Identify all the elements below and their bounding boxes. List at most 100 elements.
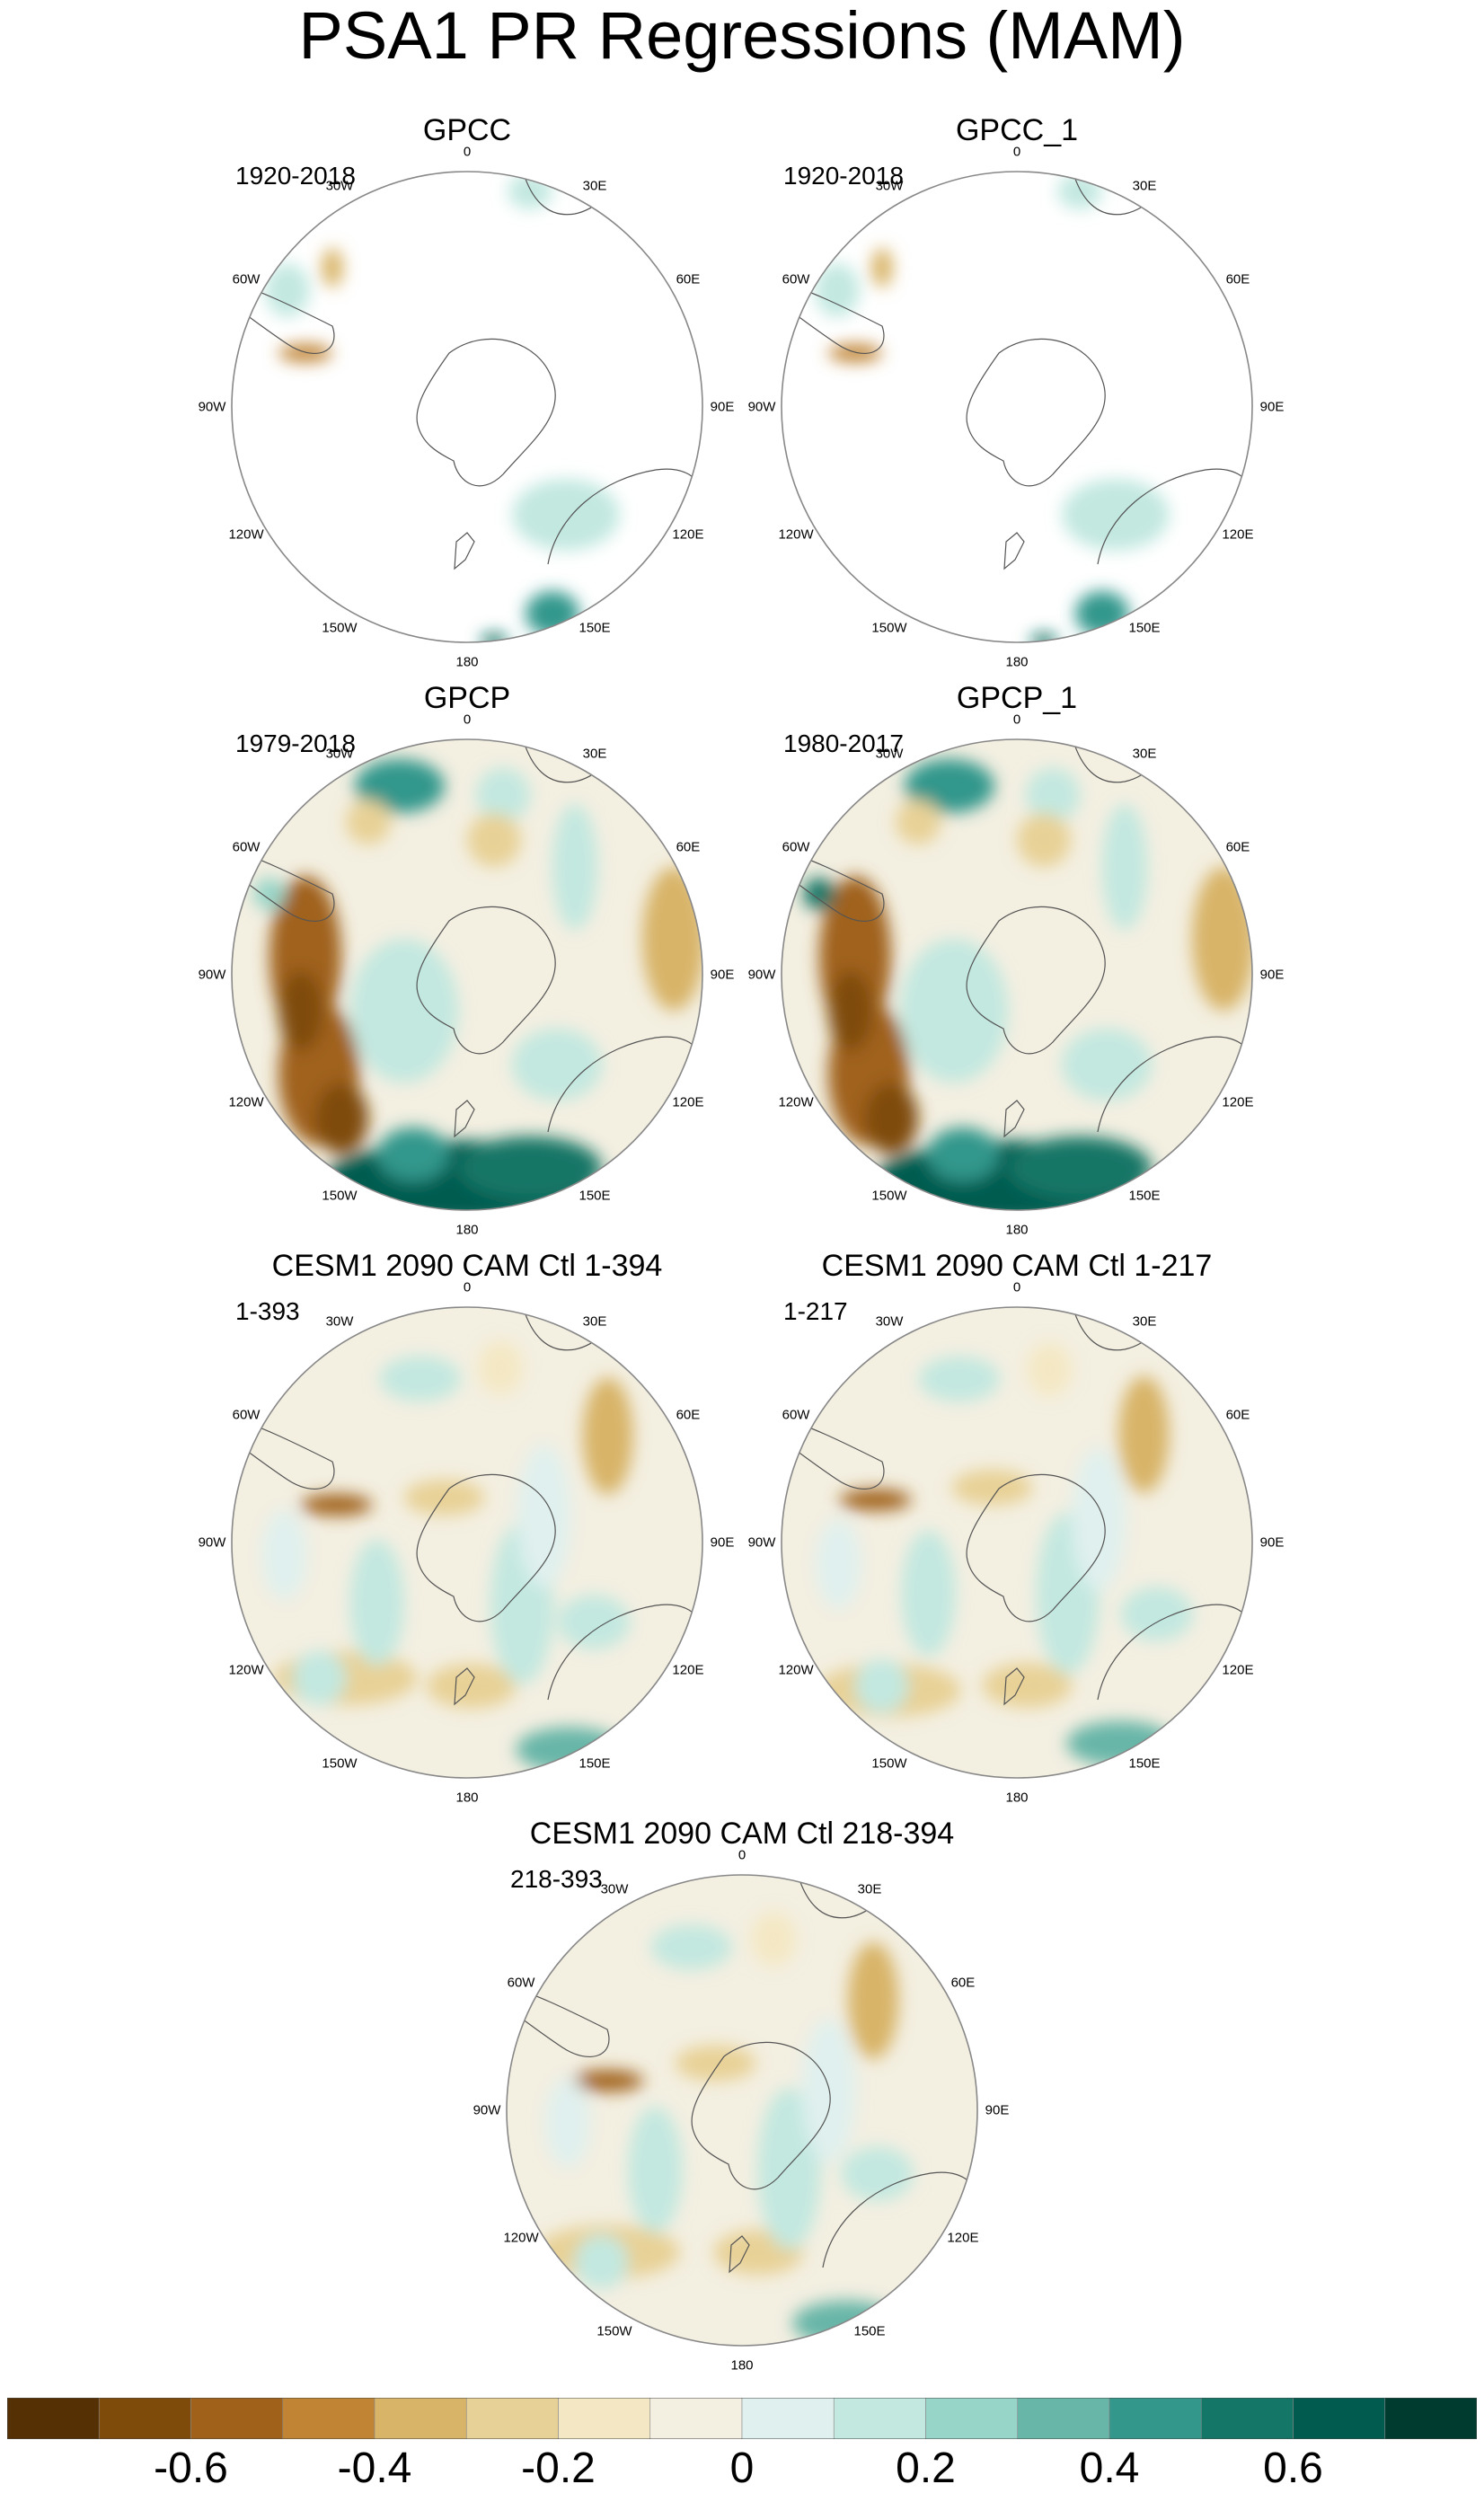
panel-period: 1920-2018: [235, 162, 356, 190]
longitude-label: 180: [455, 1790, 479, 1806]
longitude-label: 90E: [710, 1534, 735, 1551]
longitude-label: 150W: [871, 620, 907, 636]
colorbar-swatch: [374, 2398, 467, 2439]
colorbar-swatch: [1109, 2398, 1202, 2439]
polar-map: [231, 1306, 703, 1779]
longitude-label: 120E: [1222, 1094, 1254, 1110]
panel-period: 1-217: [783, 1297, 848, 1325]
colorbar-swatch: [1384, 2398, 1477, 2439]
colorbar-tick-label: 0.6: [1263, 2444, 1323, 2492]
colorbar-tick-label: 0.2: [896, 2444, 956, 2492]
longitude-label: 90W: [747, 399, 776, 415]
longitude-label: 90W: [198, 1534, 226, 1551]
longitude-label: 30E: [582, 178, 607, 194]
longitude-label: 30E: [1132, 1313, 1157, 1330]
panel-period: 1979-2018: [235, 729, 356, 757]
longitude-label: 150E: [1128, 1755, 1161, 1772]
colorbar-swatch: [925, 2398, 1019, 2439]
longitude-label: 90E: [1259, 967, 1285, 983]
colorbar-swatch: [558, 2398, 651, 2439]
longitude-label: 30W: [325, 746, 354, 762]
longitude-label: 60E: [1225, 1407, 1250, 1423]
panel-period: 218-393: [510, 1865, 603, 1893]
panel-title: GPCP_1: [956, 681, 1078, 715]
longitude-label: 30W: [875, 746, 904, 762]
longitude-label: 90W: [198, 967, 226, 983]
longitude-label: 30W: [600, 1881, 629, 1897]
figure-title: PSA1 PR Regressions (MAM): [298, 0, 1186, 73]
longitude-label: 120W: [228, 1094, 264, 1110]
longitude-label: 120W: [503, 2230, 539, 2246]
longitude-label: 30W: [325, 178, 354, 194]
longitude-label: 90E: [1259, 1534, 1285, 1551]
longitude-label: 30E: [582, 1313, 607, 1330]
longitude-label: 120W: [778, 1094, 814, 1110]
longitude-label: 180: [455, 654, 479, 670]
longitude-label: 60E: [676, 271, 701, 287]
longitude-label: 60E: [1225, 839, 1250, 855]
longitude-label: 0: [463, 712, 472, 728]
longitude-label: 90W: [198, 399, 226, 415]
longitude-label: 120W: [228, 526, 264, 543]
colorbar-swatch: [649, 2398, 743, 2439]
longitude-label: 30W: [875, 178, 904, 194]
longitude-label: 60W: [232, 839, 261, 855]
longitude-label: 0: [463, 144, 472, 160]
colorbar-tick-label: 0.4: [1079, 2444, 1140, 2492]
longitude-label: 30E: [1132, 746, 1157, 762]
colorbar-tick-label: -0.4: [337, 2444, 412, 2492]
longitude-label: 90E: [710, 967, 735, 983]
polar-map: [231, 171, 703, 643]
longitude-label: 150E: [579, 1755, 611, 1772]
longitude-label: 180: [730, 2357, 754, 2374]
colorbar-tick-label: 0: [729, 2444, 755, 2492]
longitude-label: 30E: [857, 1881, 882, 1897]
panel-title: GPCP: [423, 681, 511, 715]
longitude-label: 180: [455, 1222, 479, 1238]
colorbar-swatch: [7, 2398, 100, 2439]
longitude-label: 120E: [1222, 1662, 1254, 1678]
panel-title: GPCC: [422, 113, 512, 147]
longitude-label: 120E: [947, 2230, 979, 2246]
longitude-label: 0: [738, 1847, 746, 1863]
panel-period: 1-393: [235, 1297, 300, 1325]
longitude-label: 150W: [871, 1755, 907, 1772]
longitude-label: 150E: [853, 2323, 886, 2339]
panel-period: 1920-2018: [783, 162, 904, 190]
longitude-label: 90E: [710, 399, 735, 415]
colorbar-swatch: [1017, 2398, 1110, 2439]
longitude-label: 0: [1012, 1279, 1021, 1295]
longitude-label: 120W: [228, 1662, 264, 1678]
longitude-label: 0: [1012, 712, 1021, 728]
panel-title: CESM1 2090 CAM Ctl 218-394: [529, 1817, 955, 1851]
longitude-label: 90E: [985, 2102, 1010, 2118]
longitude-label: 60E: [950, 1975, 976, 1991]
polar-map: [781, 1306, 1253, 1779]
longitude-label: 0: [463, 1279, 472, 1295]
longitude-label: 150W: [871, 1188, 907, 1204]
longitude-label: 60E: [676, 839, 701, 855]
longitude-label: 180: [1005, 654, 1029, 670]
longitude-label: 60W: [232, 1407, 261, 1423]
longitude-label: 120E: [672, 1662, 704, 1678]
longitude-label: 30E: [1132, 178, 1157, 194]
longitude-label: 120W: [778, 526, 814, 543]
colorbar-tick-label: -0.6: [154, 2444, 228, 2492]
longitude-label: 150W: [322, 620, 358, 636]
polar-map: [781, 171, 1253, 643]
longitude-label: 30W: [875, 1313, 904, 1330]
longitude-label: 120E: [672, 1094, 704, 1110]
colorbar-swatch: [1293, 2398, 1386, 2439]
polar-map: [781, 738, 1253, 1211]
colorbar-swatch: [190, 2398, 284, 2439]
longitude-label: 120W: [778, 1662, 814, 1678]
longitude-label: 60W: [782, 839, 810, 855]
panel-title: GPCC_1: [955, 113, 1079, 147]
colorbar: [7, 2398, 1477, 2439]
longitude-label: 90W: [473, 2102, 501, 2118]
longitude-label: 0: [1012, 144, 1021, 160]
polar-map: [506, 1874, 978, 2347]
longitude-label: 150W: [596, 2323, 632, 2339]
panel-title: CESM1 2090 CAM Ctl 1-394: [271, 1249, 663, 1283]
colorbar-swatch: [282, 2398, 375, 2439]
